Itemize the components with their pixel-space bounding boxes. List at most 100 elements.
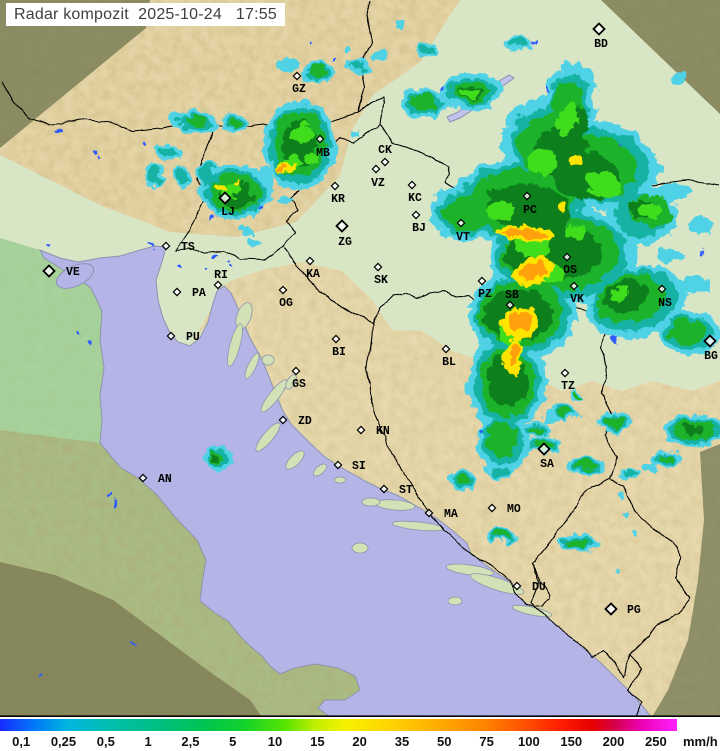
precip-cell-t [348,59,364,69]
station-label-VK: VK [570,293,584,306]
precip-cell-s [256,204,260,208]
station-label-KR: KR [331,193,345,206]
station-label-MO: MO [507,503,521,516]
island [445,563,495,577]
station-marker-MB [315,134,325,144]
station-marker-SI [333,460,343,470]
precip-cell-t [144,162,160,182]
precip-cell-c [640,459,656,469]
precip-cell-g [569,390,577,396]
station-marker-VZ [371,164,381,174]
precip-cell-c [276,54,296,68]
island [261,354,275,366]
precip-cell-b [582,169,618,195]
precip-cell-y [569,153,579,161]
station-label-KC: KC [408,192,422,205]
legend-tick-200: 200 [602,734,625,749]
station-marker-KN [356,425,366,435]
station-label-KA: KA [306,268,320,281]
precip-cell-o [506,340,518,364]
precip-cell-c [238,224,250,236]
station-label-BL: BL [442,356,456,369]
station-label-PC: PC [523,204,537,217]
legend-tick-2,5: 2,5 [181,734,200,749]
precip-cell-d [484,181,572,231]
precip-cell-s [73,328,77,332]
precip-cell-s [128,638,132,642]
legend-tick-250: 250 [644,734,667,749]
station-marker-OS [562,252,572,262]
island [333,476,347,484]
station-label-PZ: PZ [478,288,492,301]
precip-cell-b [457,86,475,96]
station-marker-KC [407,180,417,190]
island [312,463,328,477]
island [469,573,525,595]
legend-gradient-bar [0,719,677,731]
station-marker-ST [379,484,389,494]
precip-cell-g [657,453,673,459]
station-label-BJ: BJ [412,222,426,235]
station-marker-PU [166,331,176,341]
island [361,497,381,507]
radar-map: BD GZ MB CK VZ KR KC ZG BJ PC VT OS PZ SB VK NS BG BL TZ SA… [0,0,720,717]
station-marker-SA [537,442,551,456]
station-label-CK: CK [378,144,392,157]
precip-cell-s [84,336,88,340]
station-label-VE: VE [66,266,80,279]
precip-cell-s [146,241,150,245]
station-label-BI: BI [332,346,346,359]
border-me-west [530,477,630,677]
precip-cell-s [438,83,442,87]
precip-cell-g [485,418,515,454]
station-label-SI: SI [352,460,366,473]
precip-cell-g [555,405,571,413]
border-me-east [608,477,690,717]
station-marker-LJ [218,191,232,205]
precip-cell-o [278,164,286,168]
precip-cell-b [483,198,513,218]
station-label-SK: SK [374,274,388,287]
legend-tick-5: 5 [229,734,237,749]
station-marker-CK [380,157,390,167]
precip-cell-g [576,459,594,467]
precip-cell-c [275,192,289,202]
precip-cell-s [208,212,212,216]
precip-cell-o [502,225,544,237]
outrange-topleft-texture [0,0,150,148]
precip-cell-g [306,64,324,74]
station-label-PA: PA [192,287,206,300]
precip-cell-g [667,318,705,342]
station-marker-NS [657,284,667,294]
station-label-DU: DU [532,581,546,594]
island [227,323,243,367]
station-marker-OG [278,285,288,295]
precip-cell-s [478,428,482,432]
precipitation-layer [36,16,720,679]
station-label-SB: SB [505,289,519,302]
precip-cell-s [530,36,534,40]
precip-cell-s [224,259,228,263]
precip-cell-c [619,509,625,515]
precip-cell-b [290,121,310,139]
precip-cell-o [505,309,529,329]
station-marker-BI [331,334,341,344]
station-label-LJ: LJ [221,206,235,219]
station-label-BG: BG [704,350,718,363]
station-marker-PC [522,191,532,201]
precip-cell-c [393,16,405,26]
station-label-NS: NS [658,297,672,310]
station-marker-BD [592,22,606,36]
precip-cell-s [138,137,142,141]
station-marker-PZ [477,276,487,286]
precip-cell-t [508,37,526,45]
border-at-hu [355,0,372,113]
precip-cell-c [656,179,688,197]
station-label-ZG: ZG [338,236,352,249]
precip-cell-s [54,126,58,130]
station-marker-KA [305,256,315,266]
island [285,374,297,390]
italy-ne-plain-texture [0,238,104,443]
precip-cell-s [210,250,214,254]
